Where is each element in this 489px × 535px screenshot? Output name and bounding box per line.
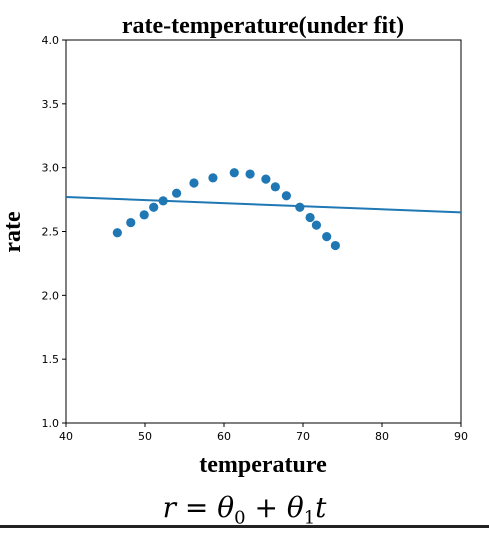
model-formula: r = θ0 + θ1t (0, 492, 489, 535)
x-tick-label: 40 (59, 430, 73, 443)
y-tick-label: 2.5 (42, 226, 60, 239)
y-tick-label: 1.0 (42, 417, 60, 430)
data-point (139, 210, 149, 220)
x-tick-label: 60 (217, 430, 231, 443)
plot-area: 40 50 60 70 80 90 1.0 1.5 2.0 2.5 3.0 3.5 4.0 (42, 34, 469, 443)
data-point (270, 182, 280, 192)
y-tick-label: 2.0 (42, 289, 60, 302)
x-tick-label: 50 (138, 430, 152, 443)
data-point (229, 168, 239, 178)
formula-sub-0: 0 (234, 507, 246, 529)
data-point (208, 173, 218, 183)
data-point (126, 217, 136, 228)
data-point (322, 232, 332, 242)
chart: rate-temperature(under fit) 40 50 60 70 80 90… (0, 13, 469, 478)
x-axis-label: temperature (199, 452, 327, 478)
y-tick-label: 4.0 (42, 34, 60, 47)
data-point (189, 178, 199, 188)
data-point (172, 188, 182, 198)
plot-frame (65, 39, 462, 424)
data-point (112, 228, 122, 238)
data-point (305, 212, 315, 223)
formula-t: t (315, 491, 327, 524)
data-point (158, 196, 168, 206)
formula-sub-1: 1 (303, 507, 316, 529)
formula-plus: + (254, 491, 278, 524)
formula-equals: = (184, 491, 209, 524)
formula-r: r (162, 491, 176, 524)
y-axis-label: rate (0, 211, 26, 253)
data-point (245, 169, 255, 179)
data-point (261, 174, 271, 184)
chart-title: rate-temperature(under fit) (122, 13, 404, 39)
data-point (311, 220, 322, 230)
data-point (281, 191, 292, 201)
formula-theta-1: θ (286, 491, 304, 524)
fit-line (65, 196, 462, 214)
data-point (330, 240, 340, 251)
bottom-divider (0, 525, 489, 528)
x-tick-label: 80 (375, 430, 389, 443)
y-tick-label: 3.5 (42, 98, 60, 111)
x-tick-label: 70 (296, 430, 310, 443)
y-tick-label: 3.0 (42, 162, 60, 175)
y-tick-label: 1.5 (42, 353, 60, 366)
x-tick-label: 90 (454, 430, 468, 443)
formula-theta-0: θ (217, 491, 235, 524)
data-point (149, 202, 159, 212)
data-point (295, 202, 305, 212)
